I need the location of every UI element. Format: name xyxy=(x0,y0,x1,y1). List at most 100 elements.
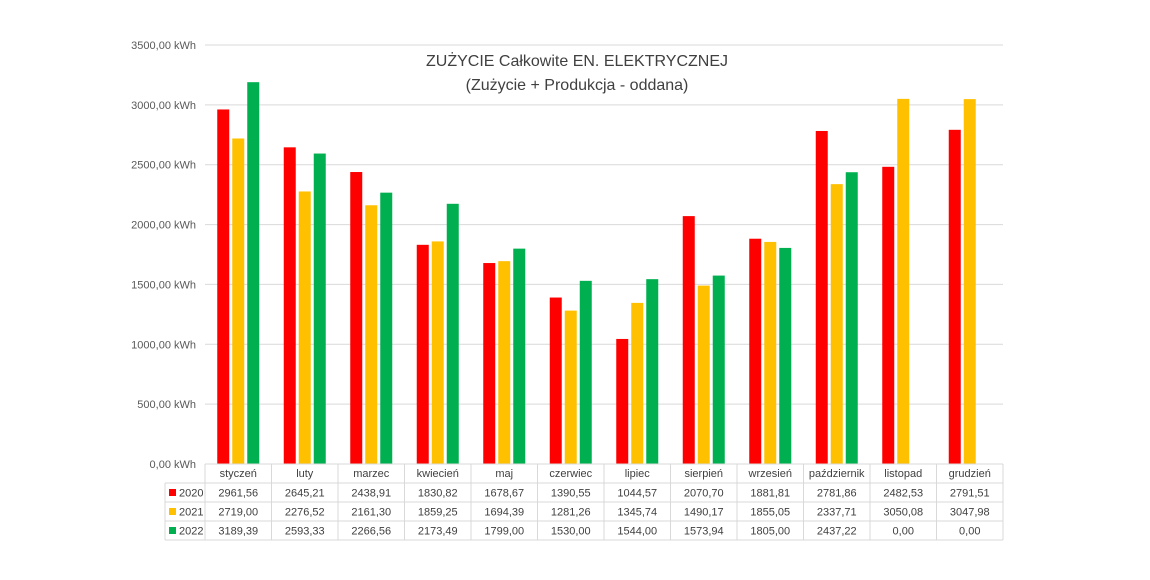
data-label: 2173,49 xyxy=(418,526,458,538)
data-label: 1799,00 xyxy=(484,526,524,538)
data-label: 2070,70 xyxy=(684,488,724,500)
data-label: 2593,33 xyxy=(285,526,325,538)
y-tick-label: 500,00 kWh xyxy=(137,399,196,411)
bar-2021-1 xyxy=(298,191,311,465)
x-tick-label: sierpień xyxy=(684,468,723,480)
data-label: 1345,74 xyxy=(617,507,657,519)
data-label: 2645,21 xyxy=(285,488,325,500)
data-label: 2437,22 xyxy=(817,526,857,538)
bar-2020-7 xyxy=(682,216,695,464)
y-axis-ticks: 0,00 kWh 500,00 kWh 1000,00 kWh 1500,00 kWh… xyxy=(131,40,196,471)
chart-subtitle: (Zużycie + Produkcja - oddana) xyxy=(466,77,689,94)
y-tick-label: 0,00 kWh xyxy=(150,459,196,471)
y-tick-label: 1000,00 kWh xyxy=(131,339,196,351)
data-label: 2276,52 xyxy=(285,507,325,519)
y-tick-label: 3500,00 kWh xyxy=(131,40,196,52)
data-label: 2961,56 xyxy=(218,488,258,500)
bar-2021-8 xyxy=(764,241,777,464)
bar-2022-1 xyxy=(313,153,326,464)
bar-2021-11 xyxy=(963,99,976,464)
bar-2022-3 xyxy=(446,203,459,465)
bar-2022-0 xyxy=(247,82,260,465)
data-label: 1830,82 xyxy=(418,488,458,500)
legend-key-2022 xyxy=(169,527,176,534)
data-label: 0,00 xyxy=(893,526,914,538)
bar-2020-3 xyxy=(416,244,429,464)
data-label: 1544,00 xyxy=(617,526,657,538)
bar-2021-5 xyxy=(564,310,577,464)
bar-2021-0 xyxy=(232,138,245,464)
bars xyxy=(217,82,976,465)
bar-2020-5 xyxy=(549,297,562,464)
gridlines xyxy=(205,44,1003,465)
bar-2021-6 xyxy=(631,302,644,464)
bar-2021-4 xyxy=(498,261,511,464)
data-label: 1881,81 xyxy=(750,488,790,500)
x-tick-label: październik xyxy=(809,468,865,480)
bar-2021-7 xyxy=(697,285,710,464)
legend-label: 2021 xyxy=(179,507,203,519)
legend-key-2020 xyxy=(169,489,176,496)
chart-title: ZUŻYCIE Całkowite EN. ELEKTRYCZNEJ xyxy=(426,51,728,70)
bar-2021-9 xyxy=(830,184,843,465)
bar-2022-6 xyxy=(646,279,659,464)
legend-label: 2022 xyxy=(179,526,203,538)
x-tick-label: kwiecień xyxy=(417,468,459,480)
data-label: 1694,39 xyxy=(484,507,524,519)
bar-2021-2 xyxy=(365,205,378,464)
data-label: 3189,39 xyxy=(218,526,258,538)
data-table: styczeń luty marzec kwiecień maj czerwiec lipi… xyxy=(164,463,1004,541)
x-tick-label: wrzesień xyxy=(748,468,792,480)
bar-2020-6 xyxy=(616,338,629,464)
x-tick-label: marzec xyxy=(353,468,390,480)
bar-2021-3 xyxy=(431,241,444,464)
y-tick-label: 3000,00 kWh xyxy=(131,100,196,112)
data-label: 1281,26 xyxy=(551,507,591,519)
data-label: 2781,86 xyxy=(817,488,857,500)
data-label: 3050,08 xyxy=(883,507,923,519)
bar-2020-2 xyxy=(350,172,363,464)
y-tick-label: 1500,00 kWh xyxy=(131,279,196,291)
data-label: 1390,55 xyxy=(551,488,591,500)
data-label: 2438,91 xyxy=(351,488,391,500)
bar-2020-0 xyxy=(217,109,230,465)
y-tick-label: 2000,00 kWh xyxy=(131,220,196,232)
data-label: 1859,25 xyxy=(418,507,458,519)
x-tick-label: czerwiec xyxy=(549,468,592,480)
data-label: 2337,71 xyxy=(817,507,857,519)
bar-2022-8 xyxy=(779,247,792,464)
data-label: 1573,94 xyxy=(684,526,724,538)
data-label: 1490,17 xyxy=(684,507,724,519)
bar-2021-10 xyxy=(897,98,910,465)
data-label: 2266,56 xyxy=(351,526,391,538)
data-label: 2482,53 xyxy=(883,488,923,500)
bar-2020-1 xyxy=(283,147,296,465)
y-tick-label: 2500,00 kWh xyxy=(131,160,196,172)
bar-2022-7 xyxy=(712,275,725,464)
bar-2022-4 xyxy=(513,248,526,464)
data-label: 1805,00 xyxy=(750,526,790,538)
x-tick-label: luty xyxy=(296,468,314,480)
data-label: 1044,57 xyxy=(617,488,657,500)
bar-2022-9 xyxy=(845,172,858,464)
x-tick-label: grudzień xyxy=(949,468,991,480)
data-label: 0,00 xyxy=(959,526,980,538)
bar-2020-11 xyxy=(948,129,961,464)
bar-2020-8 xyxy=(749,238,762,464)
data-label: 1678,67 xyxy=(484,488,524,500)
bar-2022-2 xyxy=(380,192,393,464)
data-label: 2161,30 xyxy=(351,507,391,519)
bar-2022-5 xyxy=(579,280,592,464)
legend-label: 2020 xyxy=(179,488,203,500)
legend-key-2021 xyxy=(169,508,176,515)
x-tick-label: styczeń xyxy=(220,468,257,480)
data-label: 2791,51 xyxy=(950,488,990,500)
data-label: 2719,00 xyxy=(218,507,258,519)
data-label: 1530,00 xyxy=(551,526,591,538)
data-label: 1855,05 xyxy=(750,507,790,519)
x-tick-label: listopad xyxy=(884,468,922,480)
data-label: 3047,98 xyxy=(950,507,990,519)
x-tick-label: lipiec xyxy=(625,468,651,480)
x-tick-label: maj xyxy=(495,468,513,480)
